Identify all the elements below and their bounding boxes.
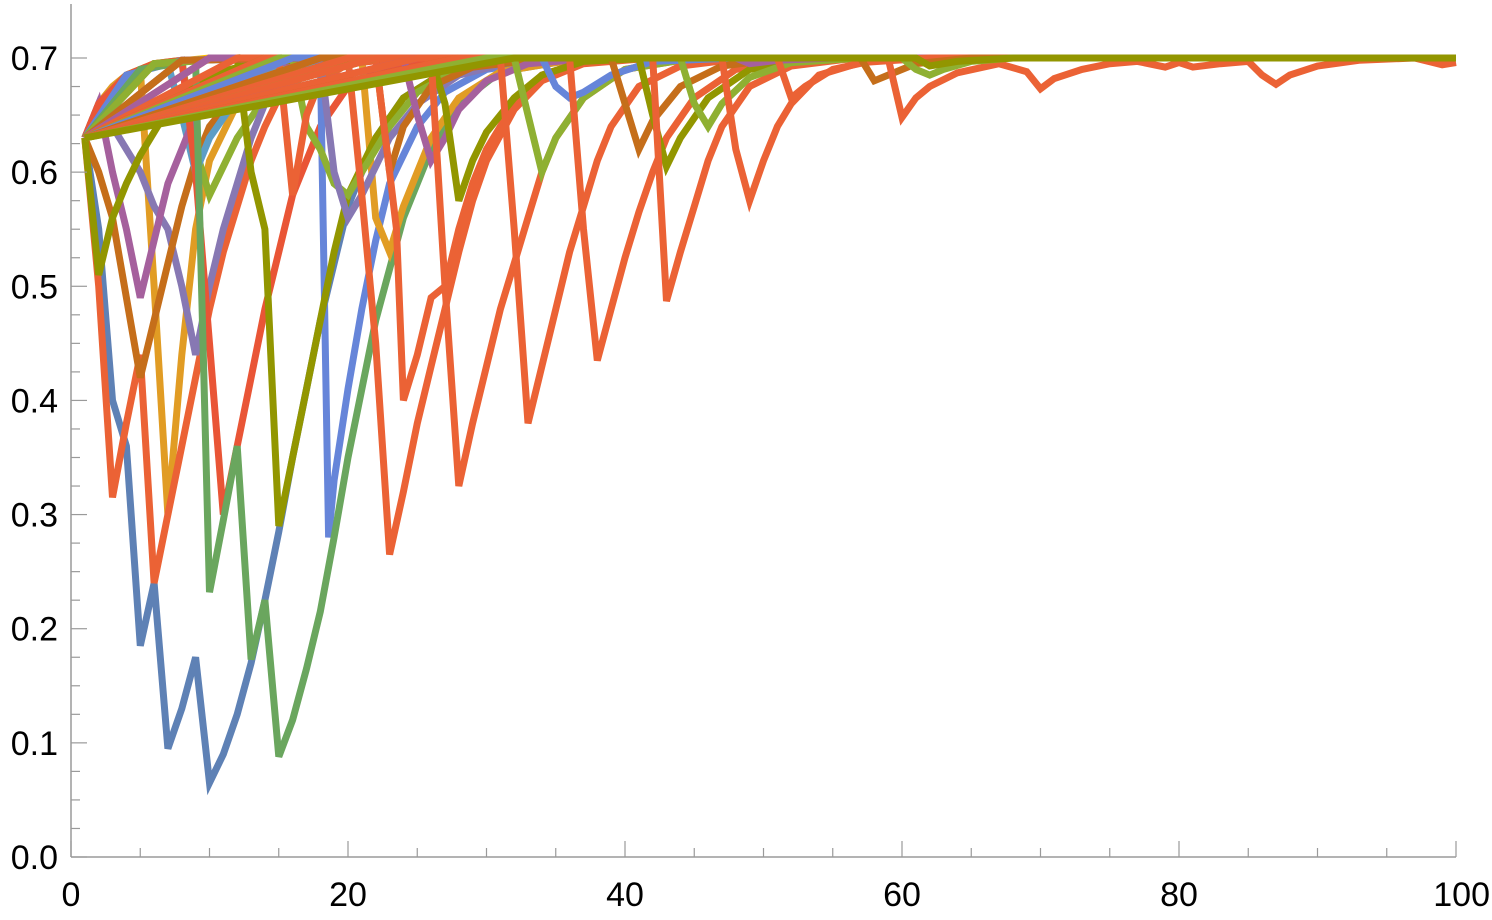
x-tick-label: 20	[329, 876, 367, 914]
x-tick-label: 60	[883, 876, 921, 914]
y-tick-label: 0.1	[11, 725, 58, 763]
y-tick-label: 0.5	[11, 268, 58, 306]
y-tick-label: 0.4	[11, 382, 58, 420]
series-line-2	[81, 54, 1456, 515]
series-line-39	[84, 54, 1456, 142]
y-tick-label: 0.3	[11, 497, 58, 535]
x-tick-label: 40	[606, 876, 644, 914]
series-line-26	[83, 54, 1456, 425]
ticks	[70, 57, 1457, 858]
tick-labels: 0 20 40 60 80 100 0.0 0.1 0.2 0.3 0.4 0.5 0.6 0.7	[11, 40, 1490, 914]
series-layer	[81, 54, 1457, 796]
y-tick-label: 0.7	[11, 40, 58, 78]
x-tick-label: 0	[62, 876, 81, 914]
series-line-37	[84, 54, 1457, 142]
y-tick-label: 0.2	[11, 611, 58, 649]
y-tick-label: 0.0	[11, 839, 58, 877]
series-line-24	[83, 54, 1456, 487]
x-tick-label: 100	[1433, 876, 1490, 914]
y-tick-label: 0.6	[11, 154, 58, 192]
series-line-11	[81, 54, 1456, 516]
series-line-20	[82, 54, 1456, 402]
x-tick-label: 80	[1160, 876, 1198, 914]
series-line-15	[82, 54, 1456, 527]
